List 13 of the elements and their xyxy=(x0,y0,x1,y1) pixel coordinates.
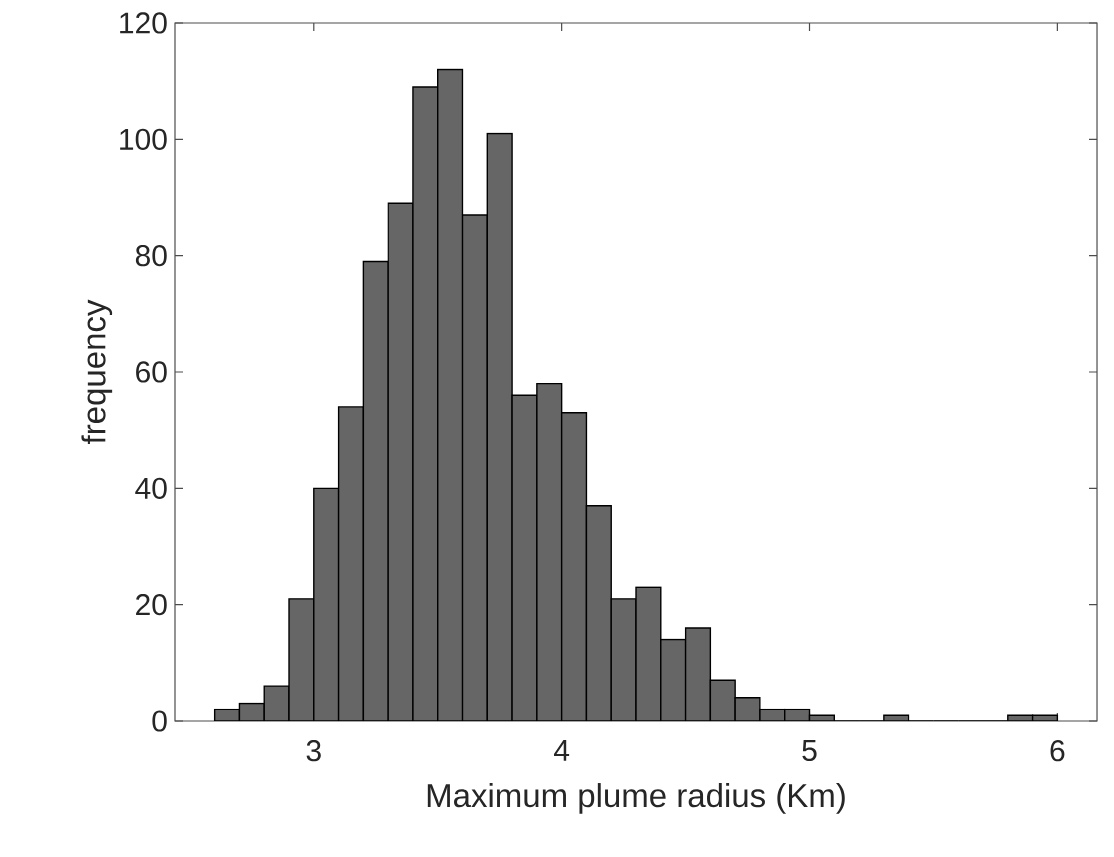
x-axis-title: Maximum plume radius (Km) xyxy=(427,783,845,814)
y-tick-label: 20 xyxy=(136,594,167,616)
x-tick-label: 3 xyxy=(306,740,321,762)
y-axis-title: frequency xyxy=(81,299,113,444)
y-tick-label: 80 xyxy=(135,245,167,267)
y-tick-label: 100 xyxy=(120,128,167,150)
y-tick-label: 0 xyxy=(152,710,167,732)
y-tick-label: 60 xyxy=(136,361,167,383)
x-tick-label: 6 xyxy=(1050,740,1065,762)
x-tick-label: 5 xyxy=(802,740,817,761)
x-tick-label: 4 xyxy=(554,740,570,761)
y-tick-label: 120 xyxy=(120,12,167,34)
y-tick-label: 40 xyxy=(135,477,167,499)
